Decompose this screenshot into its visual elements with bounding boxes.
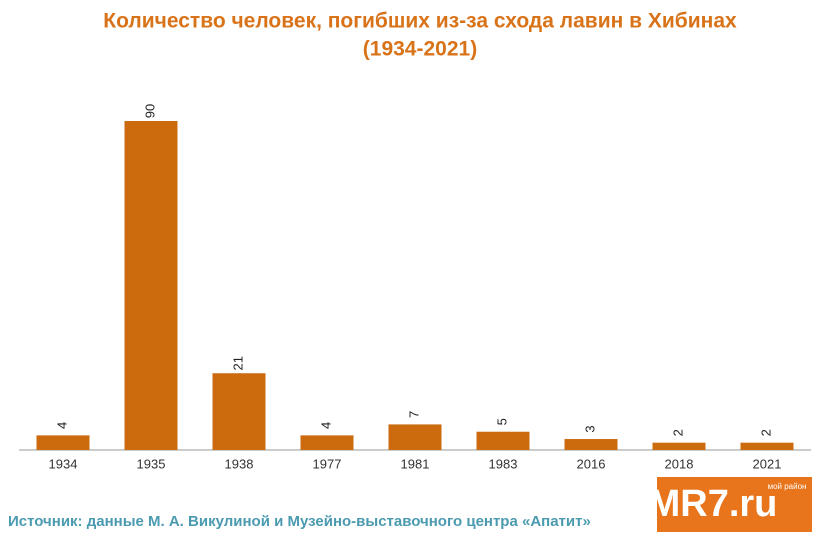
x-tick-label: 2016 — [577, 456, 606, 471]
x-tick-label: 1977 — [313, 456, 342, 471]
bar — [740, 442, 794, 450]
bar — [212, 373, 266, 450]
chart-title: (1934-2021) — [363, 38, 477, 61]
value-label: 90 — [142, 104, 157, 118]
x-tick-label: 1935 — [137, 456, 166, 471]
value-label: 2 — [758, 429, 773, 436]
value-label: 3 — [582, 425, 597, 432]
logo-box — [657, 477, 812, 532]
value-label: 7 — [406, 411, 421, 418]
logo-text: MR7.ru — [649, 483, 778, 525]
value-label: 2 — [670, 429, 685, 436]
chart-title: Количество человек, погибших из-за схода… — [103, 10, 737, 33]
x-tick-label: 1983 — [489, 456, 518, 471]
source-note: Источник: данные М. А. Викулиной и Музей… — [8, 513, 591, 530]
bar — [476, 431, 530, 450]
x-tick-label: 1934 — [49, 456, 78, 471]
bar — [652, 442, 706, 450]
x-tick-label: 1938 — [225, 456, 254, 471]
logo-tagline: мой район — [768, 482, 807, 491]
x-tick-label: 2018 — [665, 456, 694, 471]
value-label: 4 — [318, 422, 333, 429]
value-label: 4 — [54, 422, 69, 429]
bar — [124, 121, 178, 450]
value-label: 5 — [494, 418, 509, 425]
bar — [300, 435, 354, 450]
bar — [36, 435, 90, 450]
x-tick-label: 1981 — [401, 456, 430, 471]
bar — [564, 439, 618, 450]
x-tick-label: 2021 — [753, 456, 782, 471]
value-label: 21 — [230, 356, 245, 370]
bar — [388, 424, 442, 450]
